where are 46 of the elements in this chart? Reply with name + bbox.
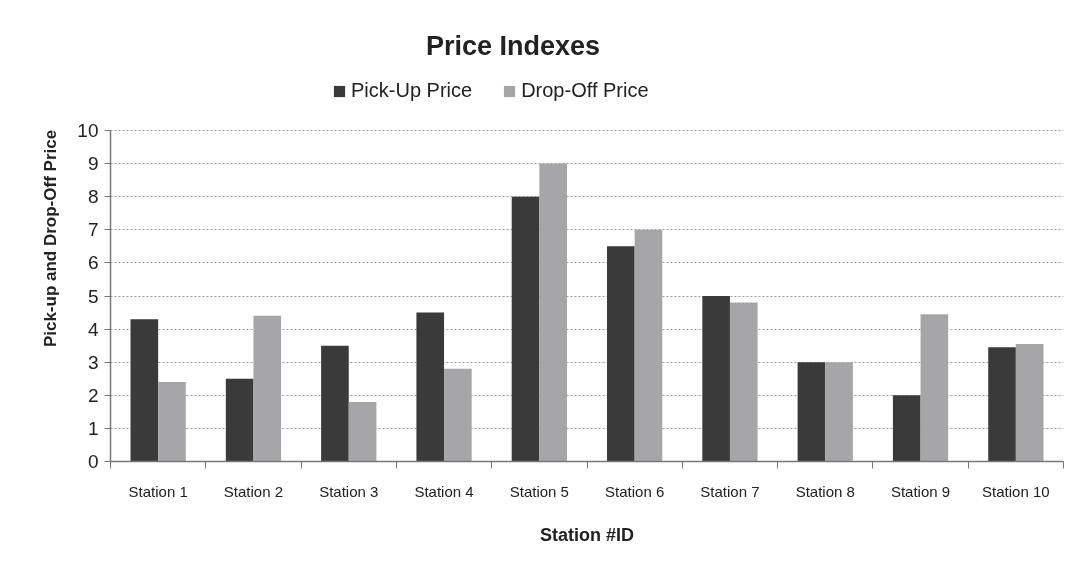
bar [892,395,921,462]
x-tick-label: Station 10 [982,482,1050,500]
y-tick-label: 0 [87,451,99,472]
x-tick-label: Station 4 [414,482,474,500]
bar [1015,343,1044,462]
x-tick-label: Station 7 [700,482,760,500]
y-tick-label: 6 [87,252,99,274]
legend-label: Drop-Off Price [521,79,649,102]
y-axis-title: Pick-up and Drop-Off Price [41,129,61,348]
bar [444,368,472,462]
legend-label: Pick-Up Price [351,79,473,102]
y-tick-label: 5 [87,285,99,307]
bar [702,296,730,462]
y-tick-label: 10 [77,120,99,141]
x-tick-label: Station 5 [509,482,569,500]
bar [797,362,826,462]
x-tick-label: Station 6 [605,482,665,500]
y-tick-label: 7 [87,219,99,241]
bar [729,302,758,462]
y-tick-label: 9 [87,153,99,175]
bar [416,312,445,462]
bar [511,196,540,462]
x-tick-label: Station 3 [319,482,379,500]
bar [348,401,377,462]
bar [225,378,254,462]
y-tick-label: 3 [87,351,99,373]
bar [130,319,159,462]
chart-title: Price Indexes [425,30,601,61]
bar [607,246,635,462]
x-axis-title: Station #ID [540,524,635,545]
bar [158,382,186,462]
x-tick-label: Station 1 [128,482,188,500]
bar [539,163,567,462]
y-tick-label: 2 [87,384,99,406]
y-tick-label: 1 [87,417,99,439]
bar [634,229,663,462]
x-tick-label: Station 2 [223,482,284,500]
bar [253,315,282,462]
bar [988,347,1016,462]
bar [321,345,349,462]
x-tick-label: Station 9 [890,482,951,500]
y-tick-label: 8 [87,186,99,208]
bar [920,314,949,462]
x-tick-label: Station 8 [795,482,855,500]
y-tick-label: 4 [87,318,99,340]
bar [825,362,853,462]
